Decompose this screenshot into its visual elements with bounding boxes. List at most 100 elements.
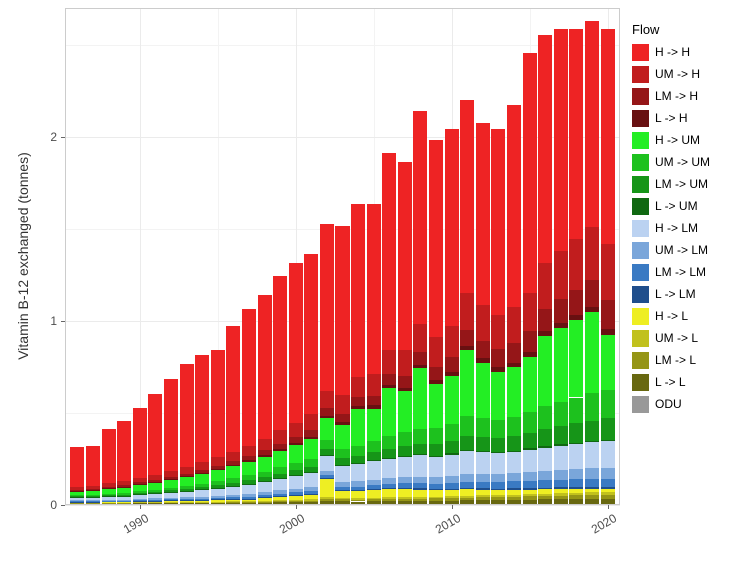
bar-UM_H xyxy=(569,239,583,290)
legend-label: L -> L xyxy=(655,375,686,389)
bar-LM_L xyxy=(351,500,365,502)
bar-ODU xyxy=(476,504,490,505)
bar-H_L xyxy=(413,490,427,497)
bar-LM_UM xyxy=(476,437,490,451)
bar-LM_LM xyxy=(226,497,240,499)
legend-item: L -> L xyxy=(632,371,710,393)
bar-L_LM xyxy=(304,494,318,495)
bar-L_H xyxy=(273,449,287,451)
bar-LM_LM xyxy=(273,494,287,496)
bar-LM_UM xyxy=(367,452,381,460)
bar-L_UM xyxy=(507,451,521,452)
bar-ODU xyxy=(258,504,272,505)
bar-LM_L xyxy=(335,499,349,501)
bar-LM_H xyxy=(429,367,443,381)
legend-item: L -> H xyxy=(632,107,710,129)
bar-LM_H xyxy=(554,299,568,323)
bar-UM_UM xyxy=(398,432,412,446)
bar-UM_H xyxy=(273,430,287,443)
bar-LM_L xyxy=(320,499,334,501)
bar-LM_H xyxy=(445,357,459,372)
bar-UM_L xyxy=(304,499,318,500)
bar-L_UM xyxy=(273,478,287,479)
bar-H_H xyxy=(585,21,599,227)
bar-H_LM xyxy=(133,494,147,498)
bar-L_UM xyxy=(601,440,615,441)
bar-H_UM xyxy=(382,388,396,436)
bar-ODU xyxy=(585,504,599,505)
bar-H_H xyxy=(242,309,256,445)
bar-LM_L xyxy=(554,496,568,500)
bar-L_UM xyxy=(382,458,396,459)
xtick-label: 2000 xyxy=(269,511,307,541)
bar-H_LM xyxy=(289,476,303,489)
bar-H_UM xyxy=(413,368,427,429)
bar-H_L xyxy=(226,499,240,501)
bar-UM_LM xyxy=(507,473,521,482)
bar-H_H xyxy=(382,153,396,350)
bar-UM_UM xyxy=(554,402,568,426)
bar-UM_UM xyxy=(242,475,256,480)
bar-LM_UM xyxy=(398,446,412,456)
bar-ODU xyxy=(117,504,131,505)
bar-LM_LM xyxy=(242,497,256,499)
bar-LM_H xyxy=(86,489,100,490)
bar-H_UM xyxy=(180,477,194,485)
bar-UM_L xyxy=(460,496,474,498)
bar-L_LM xyxy=(413,488,427,489)
bar-ODU xyxy=(242,504,256,505)
bar-H_UM xyxy=(335,425,349,449)
bar-L_UM xyxy=(320,455,334,456)
bar-LM_H xyxy=(585,280,599,307)
bar-H_LM xyxy=(226,486,240,495)
bar-H_LM xyxy=(507,452,521,472)
bar-UM_UM xyxy=(507,417,521,436)
bar-UM_UM xyxy=(569,398,583,424)
bar-H_H xyxy=(554,29,568,252)
bar-UM_L xyxy=(164,502,178,503)
legend-key xyxy=(632,88,649,105)
bar-UM_UM xyxy=(258,472,272,478)
yaxis-title: Vitamin B-12 exchanged (tonnes) xyxy=(15,141,31,371)
legend-item: L -> UM xyxy=(632,195,710,217)
bar-UM_LM xyxy=(70,500,84,501)
bar-L_LM xyxy=(538,488,552,489)
bar-L_L xyxy=(429,501,443,504)
legend-label: L -> UM xyxy=(655,199,698,213)
bar-UM_LM xyxy=(569,469,583,479)
bar-UM_UM xyxy=(523,412,537,433)
bar-UM_H xyxy=(133,478,147,483)
bar-LM_UM xyxy=(335,458,349,465)
bar-L_LM xyxy=(273,496,287,497)
bar-L_UM xyxy=(351,463,365,464)
bar-ODU xyxy=(133,504,147,505)
bar-H_LM xyxy=(554,446,568,470)
bar-L_LM xyxy=(335,490,349,491)
bar-LM_L xyxy=(367,499,381,501)
bar-ODU xyxy=(211,504,225,505)
bar-LM_H xyxy=(335,414,349,422)
legend-key xyxy=(632,110,649,127)
bar-H_H xyxy=(304,254,318,414)
bar-H_H xyxy=(258,295,272,439)
bar-LM_UM xyxy=(554,426,568,444)
bar-LM_LM xyxy=(538,480,552,487)
bar-H_LM xyxy=(335,466,349,482)
bar-H_H xyxy=(538,35,552,263)
bar-UM_H xyxy=(335,395,349,414)
bar-UM_H xyxy=(320,391,334,408)
bar-LM_UM xyxy=(538,429,552,446)
legend-label: LM -> LM xyxy=(655,265,706,279)
bar-H_L xyxy=(180,501,194,502)
bar-UM_H xyxy=(460,293,474,330)
bar-H_L xyxy=(569,489,583,493)
bar-H_H xyxy=(320,224,334,392)
bar-UM_H xyxy=(601,244,615,300)
bar-H_UM xyxy=(491,372,505,420)
bar-UM_L xyxy=(413,497,427,499)
bar-UM_LM xyxy=(289,489,303,493)
bar-ODU xyxy=(491,504,505,505)
bar-H_UM xyxy=(398,391,412,432)
bar-H_UM xyxy=(601,335,615,390)
legend-label: LM -> UM xyxy=(655,177,708,191)
